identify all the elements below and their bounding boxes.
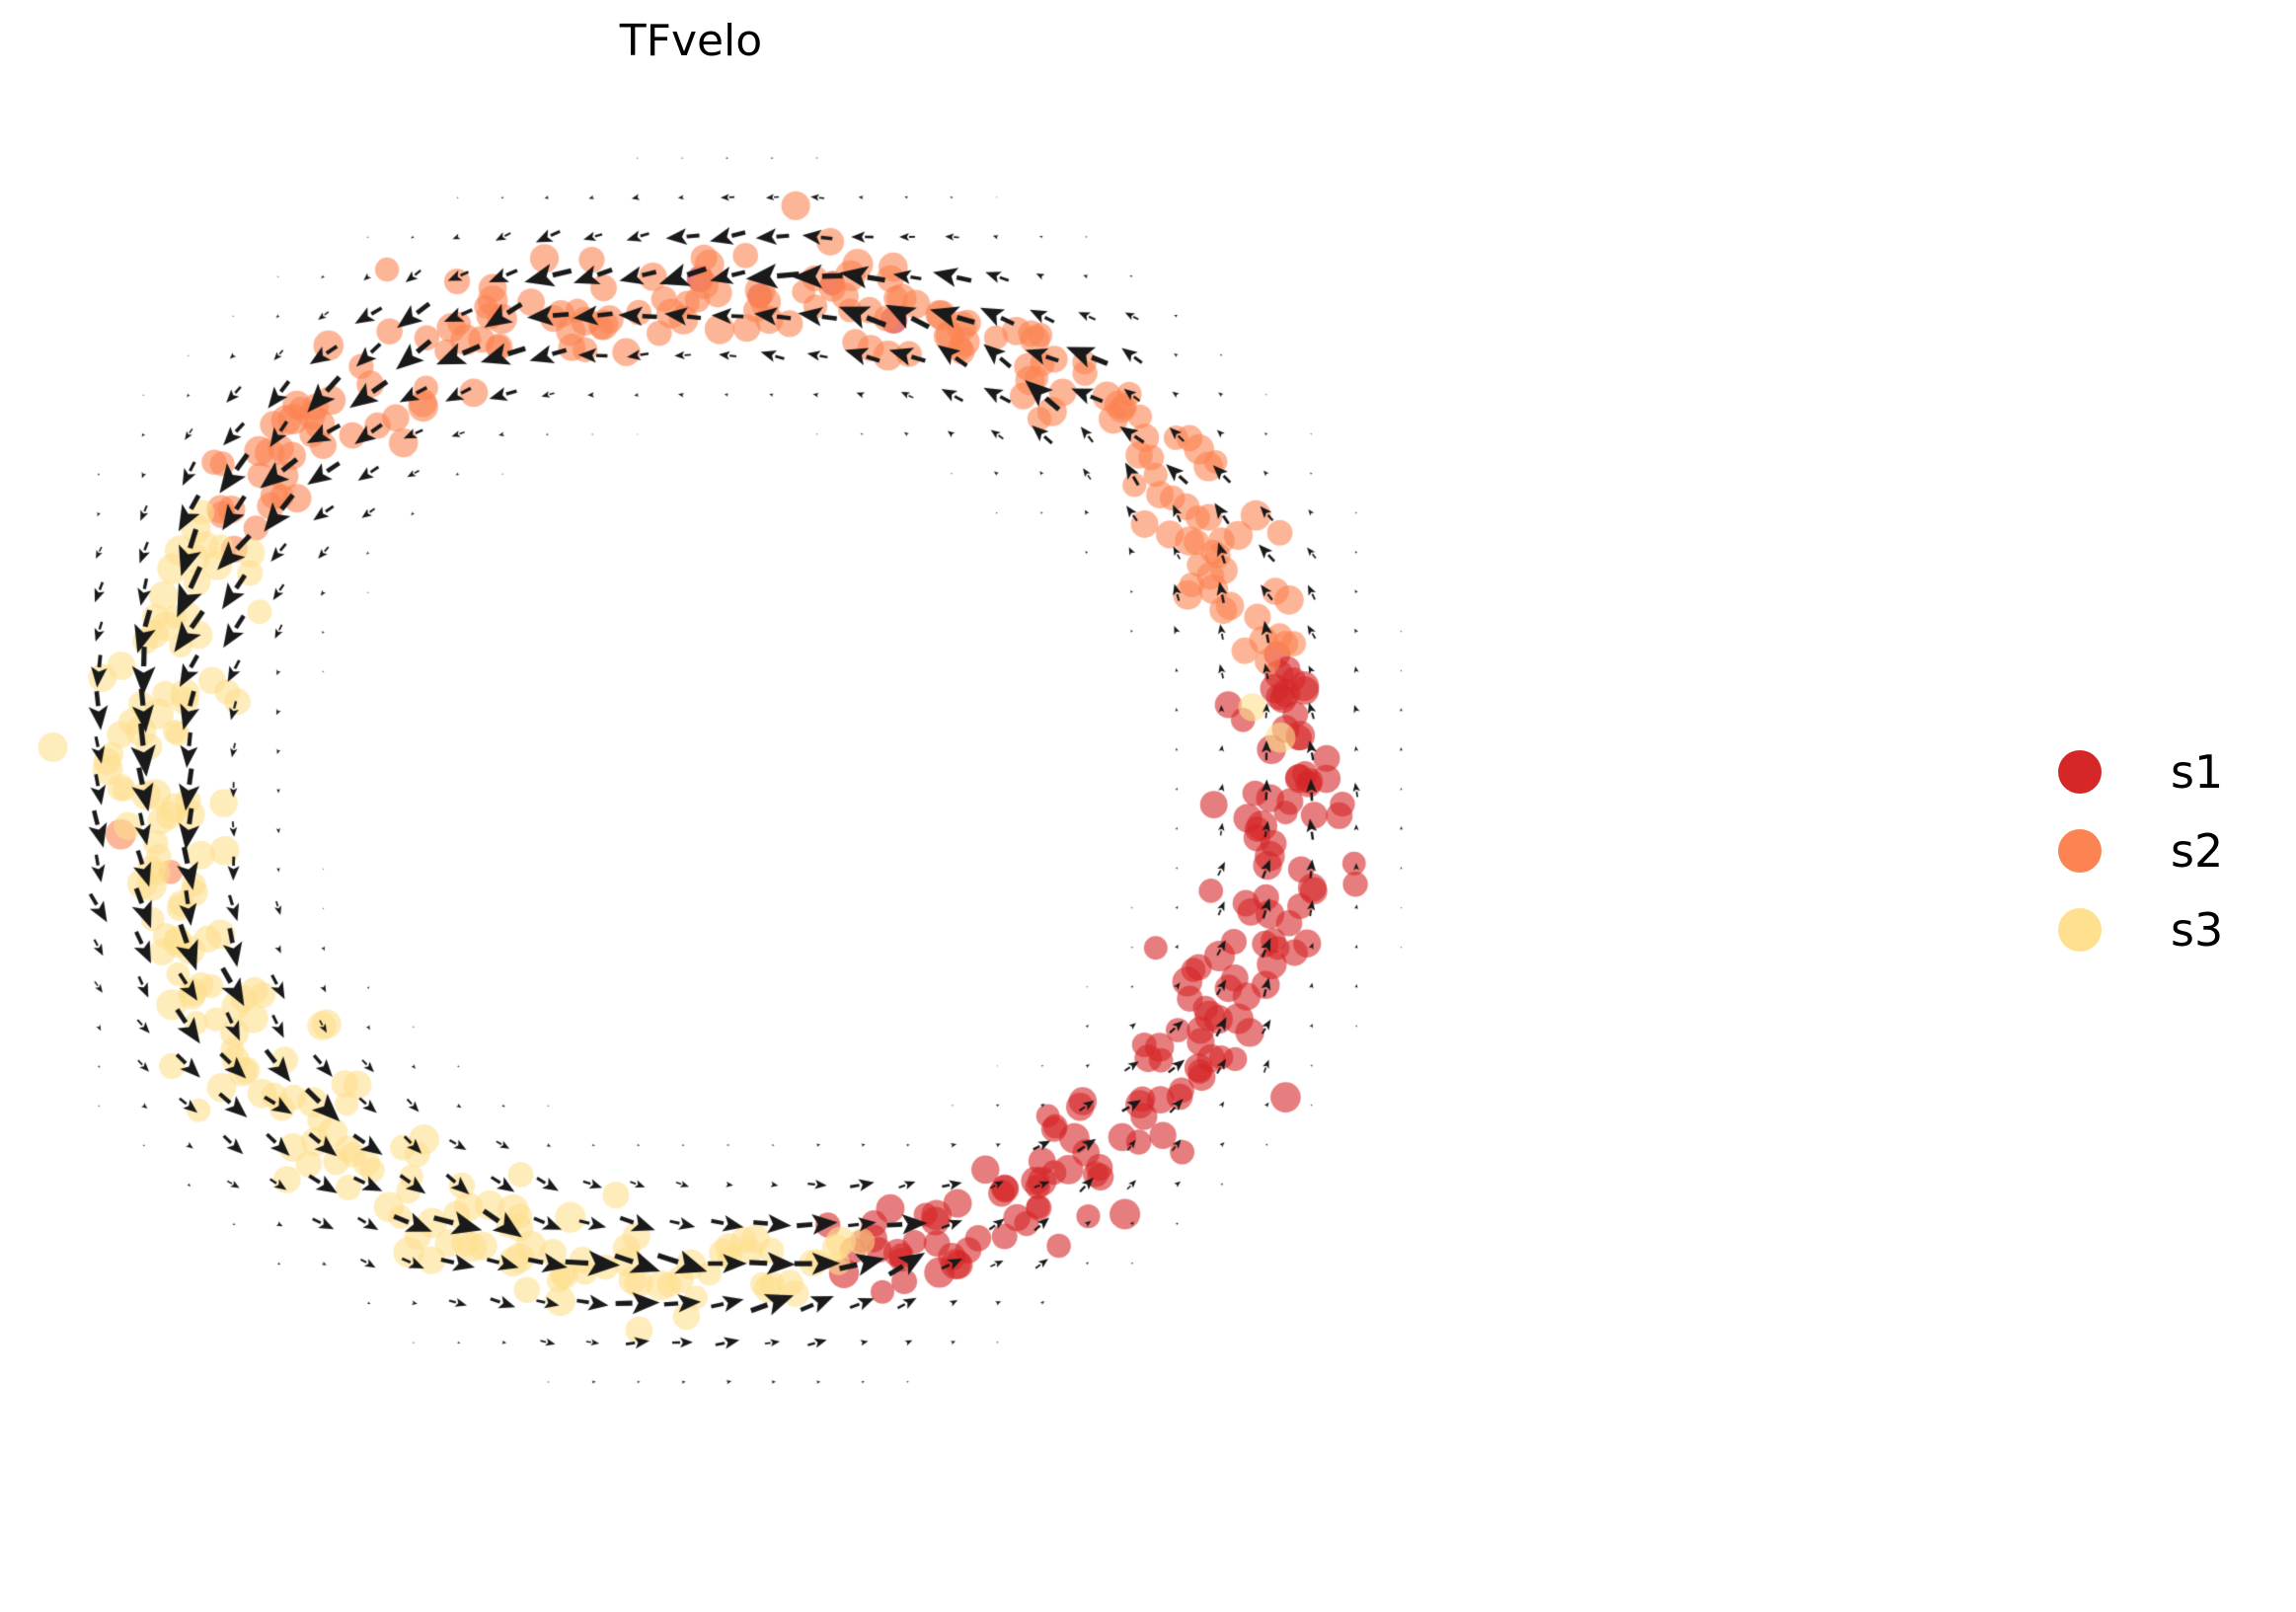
legend-item-label: s1: [2171, 745, 2224, 799]
legend-marker-icon: [2058, 908, 2102, 952]
legend-item-label: s2: [2171, 824, 2224, 878]
legend: s1 s2 s3: [2058, 732, 2285, 969]
legend-item-label: s3: [2171, 903, 2224, 957]
legend-item-s3[interactable]: s3: [2058, 890, 2285, 969]
legend-item-s2[interactable]: s2: [2058, 811, 2285, 890]
legend-marker-icon: [2058, 829, 2102, 873]
legend-item-s1[interactable]: s1: [2058, 732, 2285, 811]
legend-marker-icon: [2058, 750, 2102, 794]
